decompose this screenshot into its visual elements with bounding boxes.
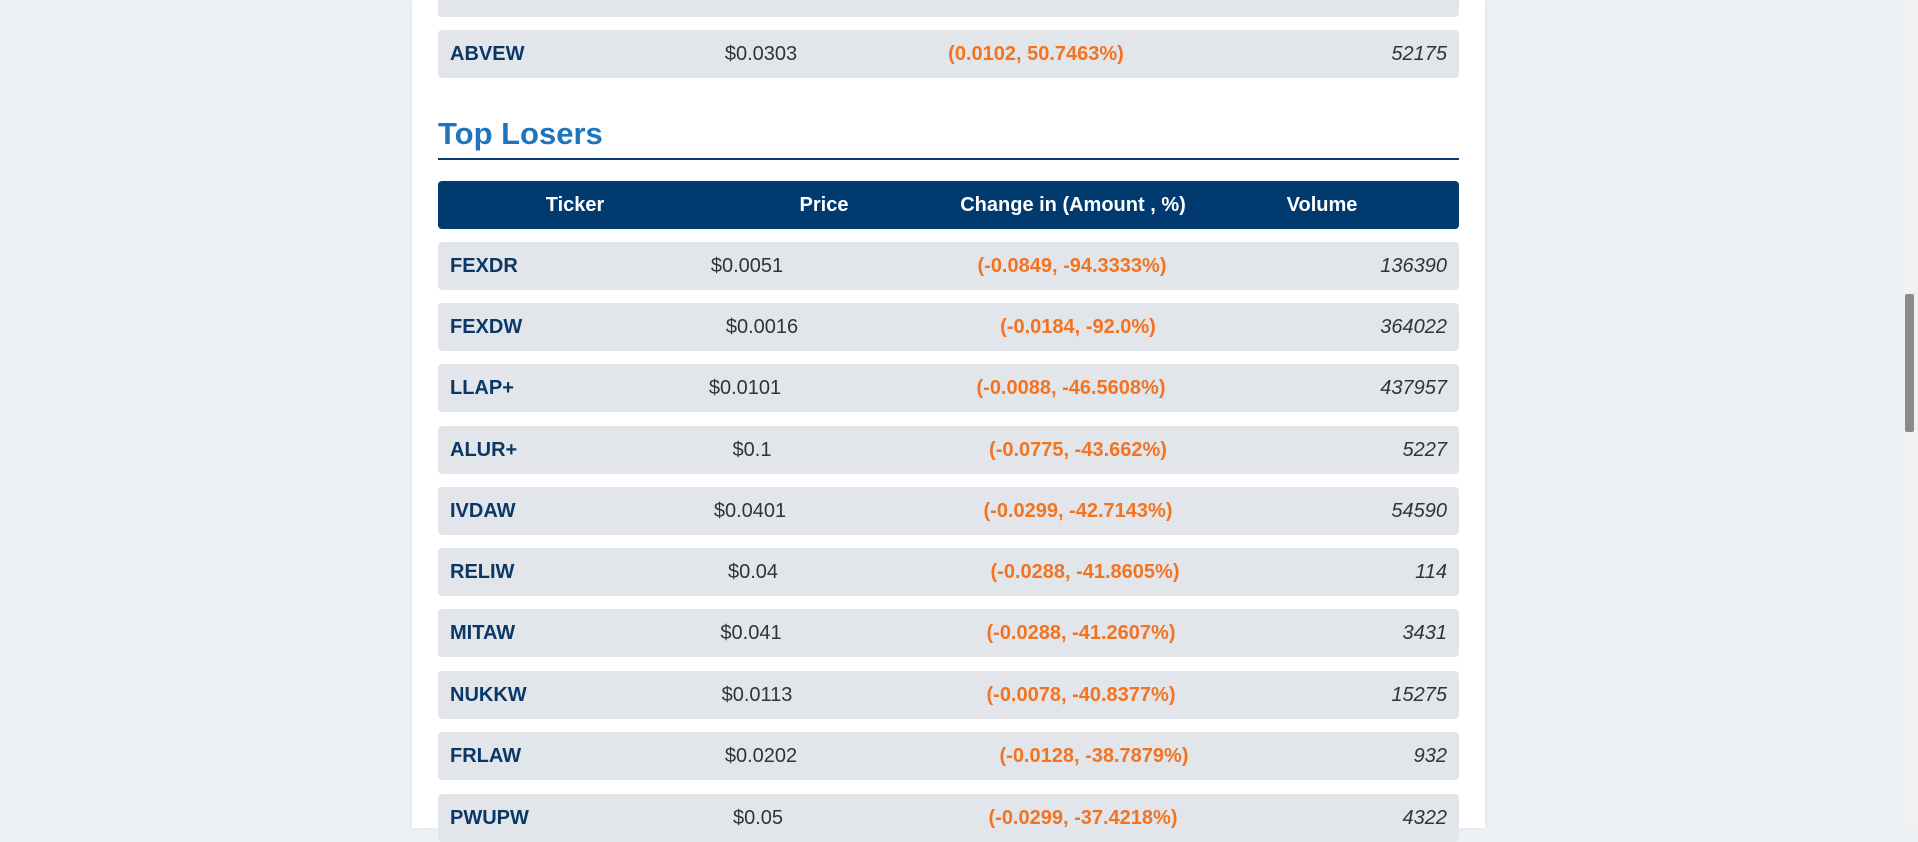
ticker-cell[interactable]: FEXDR (450, 255, 518, 277)
price-cell: $0.0051 (710, 255, 784, 277)
ticker-cell[interactable]: FEXDW (450, 316, 523, 338)
volume-cell: 54590 (1391, 500, 1447, 522)
ticker-cell[interactable]: FRLAW (450, 745, 522, 767)
change-cell: (-0.0288, -41.8605%) (990, 561, 1180, 583)
volume-cell: 932 (1413, 745, 1447, 767)
table-header: Ticker Price Change in (Amount , %) Volu… (438, 181, 1459, 229)
ticker-cell[interactable]: LLAP+ (450, 377, 514, 399)
price-cell: $0.0401 (713, 500, 787, 522)
volume-cell: 4322 (1402, 807, 1448, 829)
table-row: ALUR+ $0.1 (-0.0775, -43.662%) 5227 (438, 426, 1459, 474)
table-row: MITAW $0.041 (-0.0288, -41.2607%) 3431 (438, 609, 1459, 657)
ticker-cell[interactable]: NUKKW (450, 684, 527, 706)
ticker-cell[interactable]: PWUPW (450, 807, 529, 829)
table-row: FRLAW $0.0202 (-0.0128, -38.7879%) 932 (438, 732, 1459, 780)
title-divider (438, 158, 1459, 160)
change-cell: (-0.0128, -38.7879%) (999, 745, 1189, 767)
price-cell: $0.1 (732, 439, 772, 461)
change-cell: (0.0102, 50.7463%) (948, 43, 1124, 65)
column-header-ticker: Ticker (545, 194, 605, 216)
column-header-change: Change in (Amount , %) (960, 194, 1186, 216)
column-header-volume: Volume (1286, 194, 1358, 216)
scrollbar-thumb[interactable] (1905, 294, 1914, 432)
price-cell: $0.0016 (725, 316, 799, 338)
table-row: FEXDW $0.0016 (-0.0184, -92.0%) 364022 (438, 303, 1459, 351)
change-cell: (-0.0299, -37.4218%) (988, 807, 1178, 829)
table-row: ABVEW $0.0303 (0.0102, 50.7463%) 52175 (438, 30, 1459, 78)
table-row: FEXDR $0.0051 (-0.0849, -94.3333%) 13639… (438, 242, 1459, 290)
volume-cell: 364022 (1380, 316, 1447, 338)
change-cell: (-0.0088, -46.5608%) (976, 377, 1166, 399)
volume-cell: 52175 (1391, 43, 1447, 65)
price-cell: $0.0113 (721, 684, 793, 706)
ticker-cell[interactable]: RELIW (450, 561, 515, 583)
price-cell: $0.04 (727, 561, 779, 583)
table-row: PWUPW $0.05 (-0.0299, -37.4218%) 4322 (438, 794, 1459, 842)
table-row: RELIW $0.04 (-0.0288, -41.8605%) 114 (438, 548, 1459, 596)
main-content-panel: ABVEW $0.0303 (0.0102, 50.7463%) 52175 T… (412, 0, 1485, 842)
volume-cell: 114 (1415, 561, 1447, 583)
ticker-cell[interactable]: MITAW (450, 622, 516, 644)
price-cell: $0.0101 (708, 377, 782, 399)
table-row: NUKKW $0.0113 (-0.0078, -40.8377%) 15275 (438, 671, 1459, 719)
change-cell: (-0.0288, -41.2607%) (986, 622, 1176, 644)
column-header-price: Price (799, 194, 849, 216)
change-cell: (-0.0184, -92.0%) (1000, 316, 1156, 338)
price-cell: $0.05 (732, 807, 784, 829)
change-cell: (-0.0849, -94.3333%) (977, 255, 1167, 277)
section-title-top-losers: Top Losers (438, 116, 603, 151)
ticker-cell[interactable]: ABVEW (450, 43, 525, 65)
ticker-cell[interactable]: ALUR+ (450, 439, 518, 461)
volume-cell: 15275 (1391, 684, 1447, 706)
price-cell: $0.041 (720, 622, 782, 644)
table-row (438, 0, 1459, 17)
change-cell: (-0.0078, -40.8377%) (986, 684, 1176, 706)
price-cell: $0.0202 (724, 745, 798, 767)
table-row: IVDAW $0.0401 (-0.0299, -42.7143%) 54590 (438, 487, 1459, 535)
change-cell: (-0.0775, -43.662%) (989, 439, 1167, 461)
volume-cell: 5227 (1402, 439, 1448, 461)
volume-cell: 136390 (1380, 255, 1447, 277)
table-row: LLAP+ $0.0101 (-0.0088, -46.5608%) 43795… (438, 364, 1459, 412)
change-cell: (-0.0299, -42.7143%) (983, 500, 1173, 522)
price-cell: $0.0303 (724, 43, 798, 65)
vertical-scrollbar[interactable] (1901, 0, 1918, 828)
ticker-cell[interactable]: IVDAW (450, 500, 516, 522)
volume-cell: 437957 (1380, 377, 1447, 399)
volume-cell: 3431 (1402, 622, 1448, 644)
